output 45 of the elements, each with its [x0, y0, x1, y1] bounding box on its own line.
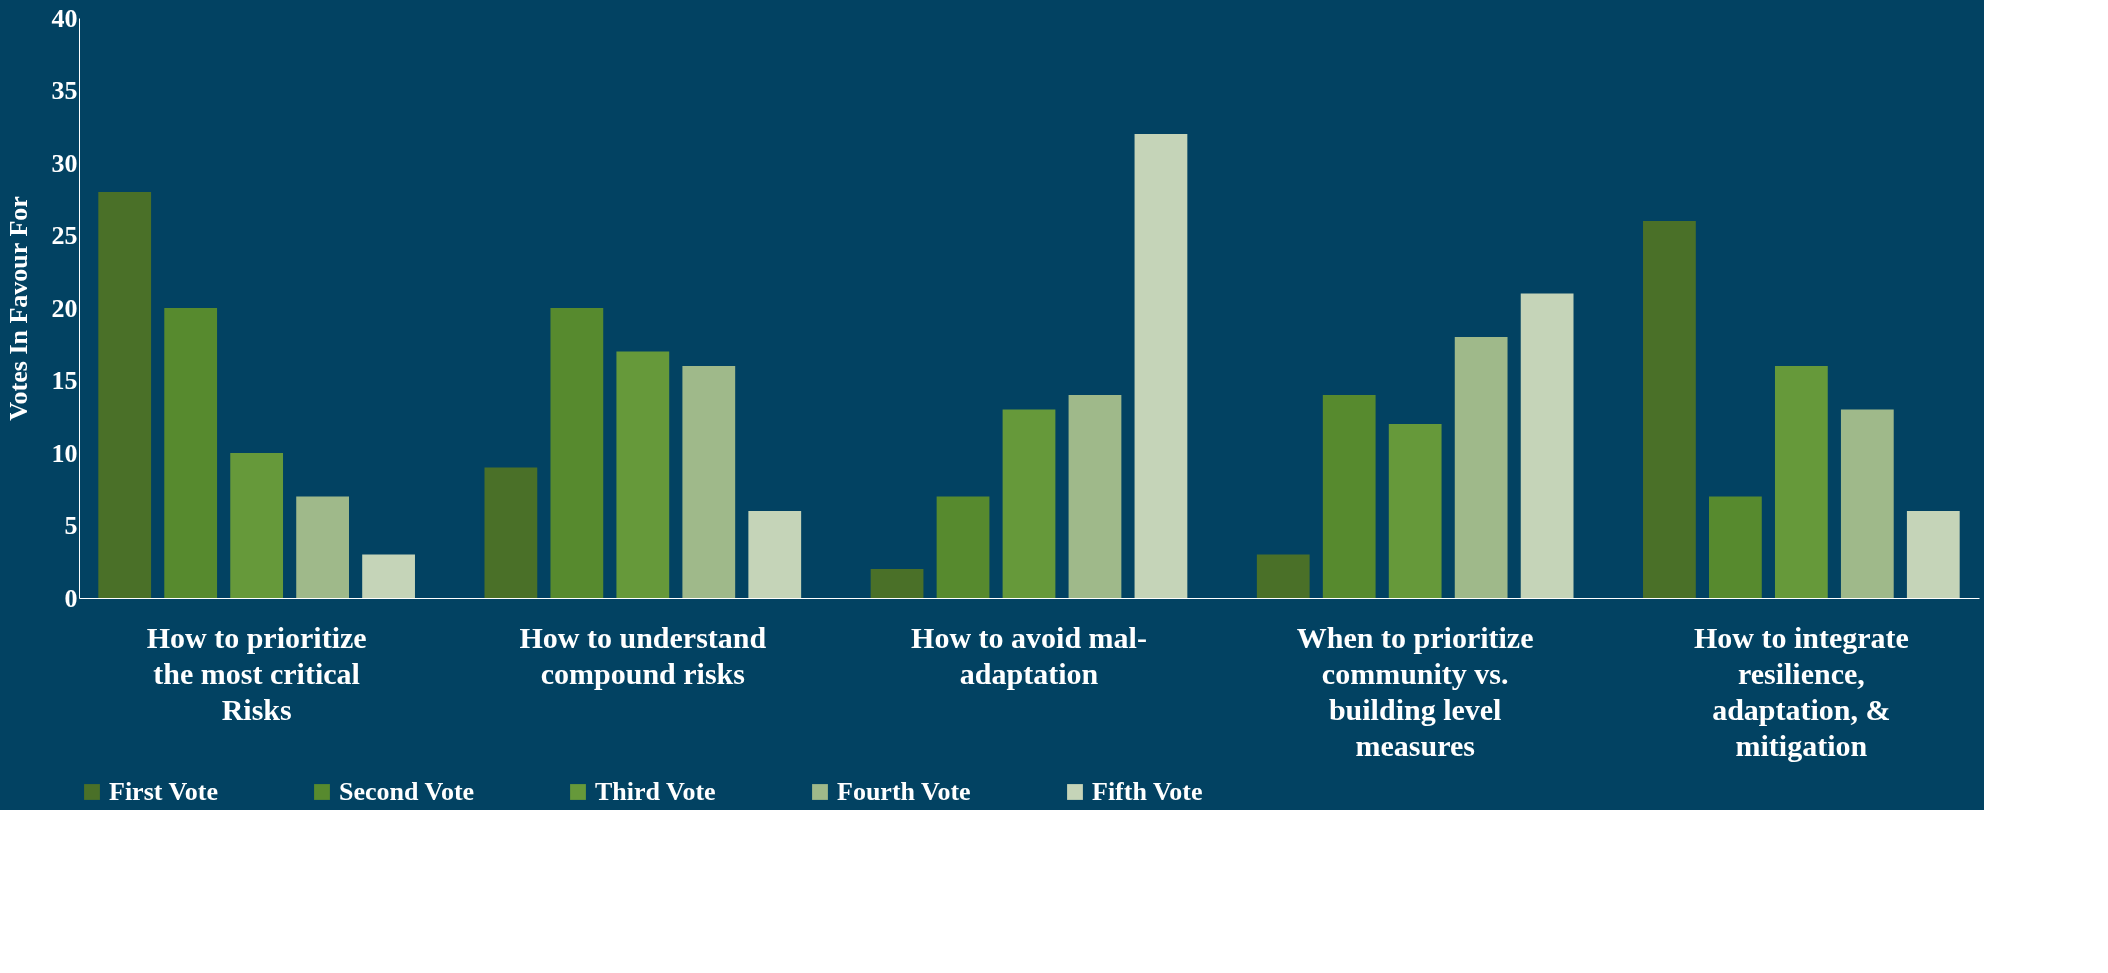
- x-tick-label: When to prioritize community vs. building level measures: [1296, 620, 1534, 762]
- y-tick-label: 10: [51, 438, 78, 468]
- x-tick-label: How to prioritize the most critical Risks: [146, 620, 367, 726]
- y-tick-label: 15: [51, 366, 78, 395]
- bar: [230, 453, 284, 598]
- bar: [682, 366, 736, 598]
- bar: [1388, 424, 1442, 598]
- bar: [550, 308, 604, 598]
- y-tick-label: 40: [51, 3, 78, 33]
- bar: [1840, 409, 1894, 598]
- bar: [1002, 409, 1056, 598]
- y-tick-label: 0: [64, 583, 78, 613]
- bar: [1709, 496, 1762, 598]
- bar: [1068, 395, 1122, 598]
- legend-label: Fifth Vote: [1092, 777, 1203, 806]
- legend-label: Third Vote: [595, 777, 716, 806]
- y-tick-label: 25: [51, 221, 78, 250]
- bar: [1520, 293, 1574, 598]
- legend-label: First Vote: [109, 777, 219, 806]
- y-tick-label: 35: [51, 76, 78, 105]
- bar: [1454, 337, 1508, 598]
- bar: [616, 351, 670, 598]
- bar: [362, 554, 415, 598]
- bar: [1774, 366, 1828, 598]
- bar: [1134, 134, 1188, 598]
- x-tick-label: How to avoid mal-adaptation: [911, 620, 1147, 690]
- bar: [1643, 221, 1696, 598]
- x-tick-label: How to integrate resilience, adaptation, & mitigation: [1693, 620, 1909, 762]
- bar: [484, 467, 538, 598]
- bar: [164, 308, 218, 598]
- bar: [296, 496, 349, 598]
- bar: [936, 496, 990, 598]
- legend-label: Second Vote: [339, 777, 475, 806]
- legend-label: Fourth Vote: [837, 777, 971, 806]
- y-axis-title: Votes In Favour For: [3, 196, 33, 421]
- bar: [748, 511, 802, 598]
- bar: [98, 192, 152, 598]
- bar: [1256, 554, 1310, 598]
- y-tick-label: 5: [64, 511, 78, 540]
- y-tick-label: 30: [51, 148, 78, 178]
- bar: [1322, 395, 1376, 598]
- x-tick-label: How to understand compound risks: [519, 620, 767, 690]
- y-tick-label: 20: [51, 293, 78, 323]
- bar: [1906, 511, 1960, 598]
- bar: [870, 569, 924, 598]
